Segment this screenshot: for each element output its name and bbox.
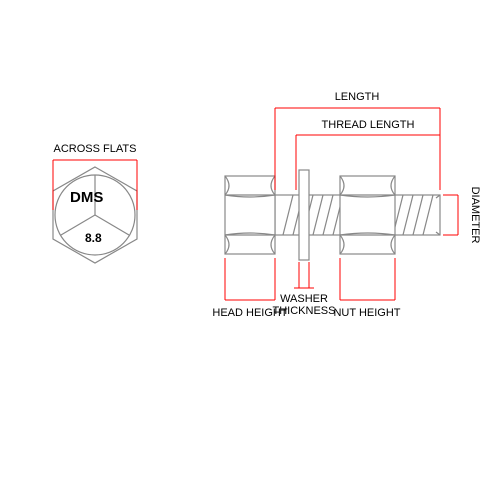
label-thread-length: THREAD LENGTH: [322, 119, 415, 131]
label-washer-1: WASHER: [280, 293, 328, 305]
bolt-diagram: DMS 8.8 ACROSS FLATS: [0, 0, 500, 500]
grade-text: 8.8: [85, 231, 102, 245]
label-nut-height: NUT HEIGHT: [333, 307, 400, 319]
bolt-head-side: [225, 176, 275, 254]
brand-text: DMS: [70, 189, 103, 206]
dim-diameter: DIAMETER: [443, 187, 481, 244]
dim-washer-thickness: WASHER THICKNESS: [273, 262, 336, 317]
bolt-side-view: [225, 170, 440, 260]
washer-side: [299, 170, 309, 260]
label-washer-2: THICKNESS: [273, 305, 336, 317]
label-length: LENGTH: [335, 91, 380, 103]
hex-head-front: DMS 8.8: [53, 167, 137, 263]
nut-side: [340, 176, 395, 254]
dim-nut-height: NUT HEIGHT: [333, 258, 400, 319]
label-across-flats: ACROSS FLATS: [54, 143, 137, 155]
label-diameter: DIAMETER: [469, 187, 481, 244]
